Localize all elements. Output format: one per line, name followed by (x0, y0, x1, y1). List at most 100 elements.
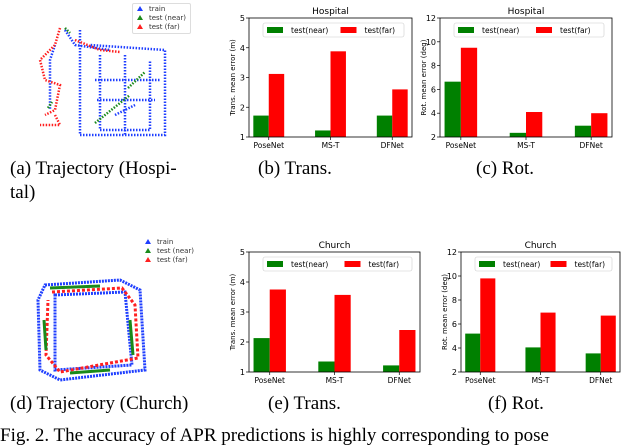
plot-frame (439, 17, 613, 138)
x-tick-label: MS-T (326, 376, 344, 385)
chart-title: Church (525, 241, 557, 251)
x-tick-label: MS-T (517, 141, 535, 150)
y-tick-label: 5 (240, 248, 245, 257)
legend-swatch-far (340, 27, 357, 33)
y-axis-label: Rot. mean error (deg) (420, 39, 428, 115)
bar-test-near-dfnet (585, 353, 601, 372)
triangle-marker-icon (145, 239, 151, 244)
y-tick-label: 2 (240, 103, 245, 112)
x-tick-label: MS-T (322, 141, 340, 150)
chart-title: Hospital (312, 7, 349, 17)
y-tick-label: 6 (452, 320, 457, 329)
legend-test-near: test (near) (157, 247, 195, 255)
bar-test-near-dfnet (574, 125, 592, 137)
y-axis-label: Trans. mean error (m) (229, 39, 237, 117)
legend-swatch-far (344, 261, 361, 267)
bar-test-far-posenet (269, 289, 286, 372)
chart-hospital-trans: Hospital Trans. mean error (m) 1 2 3 4 5 PoseNe… (229, 7, 413, 150)
x-tick-label: DFNet (381, 141, 404, 150)
y-tick-label: 4 (452, 344, 457, 353)
legend-label-far: test(far) (369, 260, 400, 269)
y-tick-label: 1 (240, 368, 245, 377)
bar-test-far-dfnet (600, 315, 616, 372)
legend-label-far: test(far) (575, 260, 606, 269)
caption-a-cont: tal) (10, 182, 36, 203)
y-tick-label: 4 (240, 278, 245, 287)
y-tick-label: 8 (431, 62, 436, 71)
trajectory-plot-church (36, 278, 147, 382)
bar-test-near-ms-t (315, 130, 331, 137)
bar-test-near-ms-t (509, 132, 526, 137)
bar-test-near-dfnet (383, 365, 400, 372)
legend-box (453, 22, 605, 38)
triangle-marker-icon (145, 248, 151, 253)
chart-church-trans: Church Trans. mean error (m) 1 2 3 4 5 PoseNet M… (229, 241, 421, 385)
x-tick-label: PoseNet (254, 376, 285, 385)
legend-label-near: test(near) (291, 260, 328, 269)
bar-test-near-posenet (253, 338, 270, 372)
bar-test-near-posenet (253, 115, 269, 137)
bar-test-near-ms-t (525, 347, 541, 372)
bar-test-far-dfnet (392, 89, 408, 137)
bar-test-near-ms-t (318, 361, 335, 372)
triangle-marker-icon (137, 24, 143, 29)
y-tick-label: 1 (240, 133, 245, 142)
legend-box (262, 256, 413, 272)
legend-label-far: test(far) (365, 26, 396, 35)
y-tick-label: 4 (431, 109, 436, 118)
x-tick-label: MS-T (532, 376, 550, 385)
plot-frame (248, 17, 413, 138)
bar-test-far-dfnet (399, 330, 416, 372)
legend-test-far: test (far) (157, 256, 188, 264)
x-tick-label: DFNet (589, 376, 612, 385)
legend-swatch-far (536, 27, 552, 33)
y-tick-label: 3 (240, 74, 245, 83)
x-tick-label: DFNet (388, 376, 411, 385)
bar-test-near-posenet (465, 333, 481, 372)
legend-train: train (149, 5, 166, 13)
caption-f: (f) Rot. (488, 393, 544, 414)
legend-swatch-far (550, 261, 567, 267)
triangle-marker-icon (145, 257, 151, 262)
chart-title: Hospital (508, 7, 545, 17)
y-axis-label: Rot. mean error (deg) (441, 274, 449, 350)
x-tick-label: PoseNet (253, 141, 284, 150)
bar-test-far-ms-t (334, 294, 351, 372)
bar-test-far-ms-t (540, 312, 556, 372)
y-tick-label: 12 (447, 248, 457, 257)
bar-test-far-ms-t (330, 51, 346, 137)
y-axis-label: Trans. mean error (m) (229, 273, 237, 351)
legend-test-far: test (far) (149, 23, 180, 31)
figure-caption: Fig. 2. The accuracy of APR predictions … (0, 425, 549, 446)
triangle-marker-icon (137, 15, 143, 20)
trajectory-plot-hospital (38, 27, 167, 137)
plot-frame (248, 251, 421, 373)
bar-test-far-posenet (268, 73, 285, 137)
y-tick-label: 2 (240, 338, 245, 347)
bar-test-far-dfnet (591, 113, 608, 137)
legend-label-near: test(near) (482, 26, 519, 35)
legend-box (474, 256, 613, 272)
legend-label-near: test(near) (291, 26, 328, 35)
legend-label-near: test(near) (503, 260, 540, 269)
y-tick-label: 2 (431, 133, 436, 142)
legend-box (262, 22, 405, 38)
x-tick-label: PoseNet (465, 376, 496, 385)
bar-test-far-posenet (460, 47, 478, 137)
legend-swatch-near (267, 27, 283, 33)
plot-frame (460, 251, 621, 373)
chart-church-rot: Church Rot. mean error (deg) 2 4 6 8 10 12 PoseN… (441, 241, 621, 385)
y-tick-label: 3 (240, 308, 245, 317)
bar-test-near-posenet (444, 81, 461, 137)
bar-test-near-dfnet (376, 115, 393, 137)
trajectory-legend-hospital: train test (near) test (far) (132, 3, 192, 34)
y-tick-label: 10 (426, 38, 436, 47)
legend-swatch-near (479, 261, 495, 267)
x-tick-label: PoseNet (446, 141, 477, 150)
bar-test-far-posenet (480, 278, 496, 372)
trajectory-legend-church: train test (near) test (far) (140, 236, 200, 267)
bar-test-far-ms-t (526, 112, 543, 137)
y-tick-label: 2 (452, 368, 457, 377)
legend-test-near: test (near) (149, 14, 187, 22)
caption-d: (d) Trajectory (Church) (10, 393, 189, 414)
